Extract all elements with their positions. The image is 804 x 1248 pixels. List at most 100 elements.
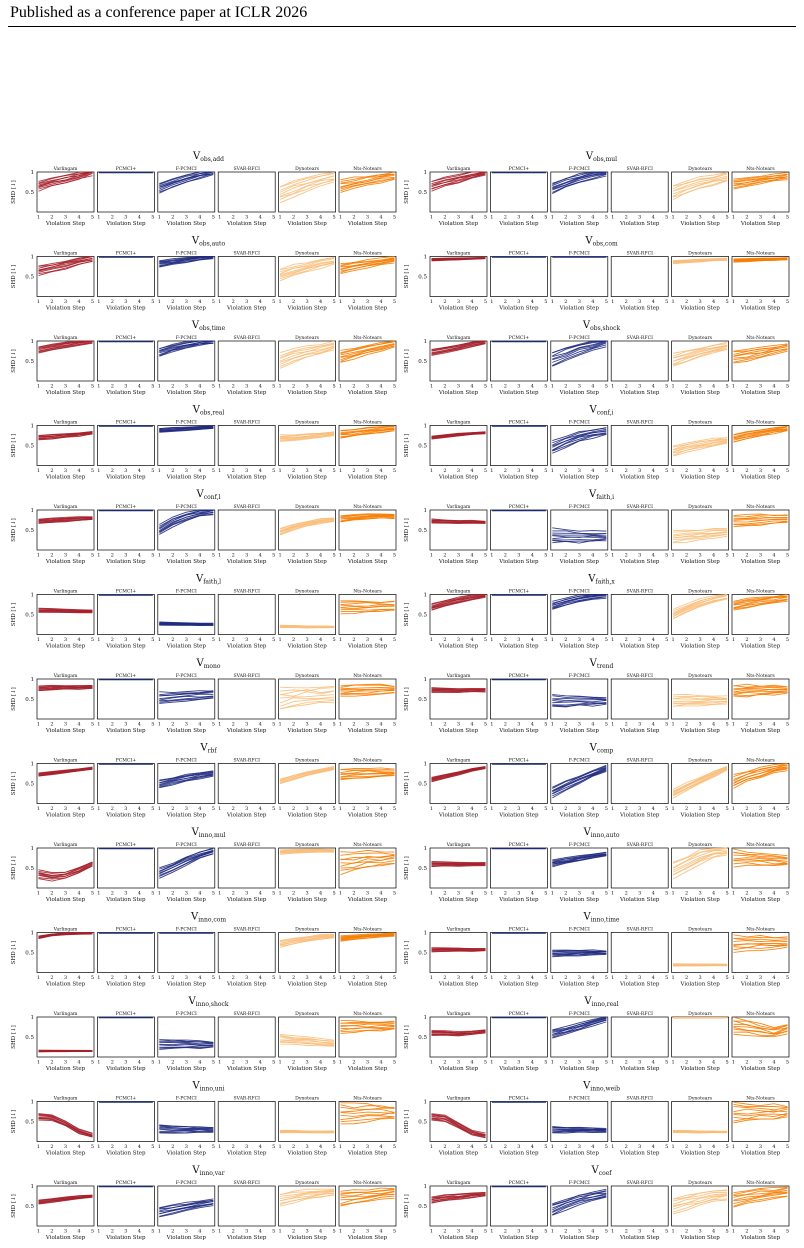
y-axis-label: SHD [↓]	[11, 434, 17, 458]
x-tick-label: 1	[430, 1229, 433, 1235]
x-tick-label: 4	[772, 806, 775, 812]
x-tick-label: 2	[745, 891, 748, 897]
series-line	[280, 690, 335, 697]
method-label: F-PCMCI	[569, 335, 590, 341]
x-tick-label: 3	[699, 806, 702, 812]
x-axis-label: Violation Step	[105, 221, 146, 227]
method-label: PCMCI+	[116, 166, 137, 172]
x-tick-label: 2	[443, 975, 446, 981]
x-tick-label: 4	[77, 806, 80, 812]
method-label: PCMCI+	[509, 589, 530, 595]
series-line	[340, 860, 395, 869]
x-axis-label: Violation Step	[740, 813, 781, 819]
x-tick-label: 2	[292, 1229, 295, 1235]
series-line	[280, 1190, 335, 1197]
series-line	[552, 702, 607, 707]
x-tick-label: 3	[578, 1229, 581, 1235]
series-line	[733, 946, 788, 953]
panel-frame	[157, 1016, 216, 1058]
x-tick-label: 2	[292, 299, 295, 305]
x-tick-label: 4	[772, 1229, 775, 1235]
series-line	[431, 171, 486, 185]
series-line	[159, 1043, 214, 1046]
series-line	[159, 425, 214, 430]
series-line	[159, 258, 214, 268]
method-label: Nts-Notears	[353, 673, 382, 679]
x-tick-label: 4	[138, 722, 141, 728]
x-tick-label: 4	[531, 1144, 534, 1150]
x-tick-label: 5	[333, 553, 336, 559]
x-tick-label: 2	[171, 384, 174, 390]
x-tick-label: 2	[564, 1144, 567, 1150]
method-label: Nts-Notears	[746, 335, 775, 341]
y-tick-label: 0.5	[418, 697, 427, 703]
x-axis-label: Violation Step	[498, 1151, 539, 1157]
x-tick-label: 5	[726, 806, 729, 812]
x-axis-label: Violation Step	[559, 390, 600, 396]
x-tick-label: 1	[611, 722, 614, 728]
series-line	[159, 851, 214, 876]
series-line	[733, 179, 788, 190]
series-line	[431, 431, 486, 437]
panel-frame	[671, 678, 729, 720]
x-axis-label: Violation Step	[740, 221, 781, 227]
x-tick-label: 1	[218, 215, 221, 221]
series-line	[279, 260, 335, 276]
x-tick-label: 3	[366, 1060, 369, 1066]
series-line	[159, 172, 214, 193]
x-tick-label: 2	[111, 468, 114, 474]
series-line	[672, 850, 728, 871]
series-line	[340, 854, 395, 861]
method-label: F-PCMCI	[569, 1011, 590, 1017]
x-tick-label: 1	[158, 553, 161, 559]
x-tick-label: 4	[319, 722, 322, 728]
panel-frame	[36, 847, 95, 889]
series-line	[672, 177, 728, 192]
x-tick-label: 4	[379, 1060, 382, 1066]
x-tick-label: 1	[218, 1229, 221, 1235]
series-line	[279, 257, 335, 270]
x-tick-label: 1	[339, 722, 342, 728]
x-tick-label: 5	[393, 1229, 396, 1235]
x-tick-label: 5	[484, 806, 487, 812]
series-line	[340, 863, 395, 876]
x-tick-label: 2	[171, 722, 174, 728]
x-tick-label: 4	[259, 299, 262, 305]
series-line	[279, 345, 335, 363]
x-tick-label: 3	[306, 891, 309, 897]
panel-frame	[157, 256, 216, 297]
x-tick-label: 5	[151, 1229, 154, 1235]
x-tick-label: 3	[366, 806, 369, 812]
x-tick-label: 1	[611, 806, 614, 812]
series-line	[38, 863, 93, 878]
method-label: Nts-Notears	[746, 842, 775, 848]
x-tick-label: 4	[772, 553, 775, 559]
x-axis-label: Violation Step	[226, 813, 267, 819]
series-line	[673, 533, 728, 543]
y-tick-label: 1	[424, 1015, 428, 1021]
method-label: PCMCI+	[116, 842, 137, 848]
y-tick-label: 1	[424, 1184, 428, 1190]
x-tick-label: 4	[77, 722, 80, 728]
panel-frame	[610, 256, 669, 297]
x-axis-label: Violation Step	[498, 390, 539, 396]
method-label: Nts-Notears	[746, 758, 775, 764]
x-tick-label: 2	[171, 1144, 174, 1150]
series-line	[552, 342, 607, 363]
x-axis-label: Violation Step	[498, 982, 539, 988]
panel-frame	[550, 340, 609, 382]
y-tick-label: 0.5	[418, 1204, 427, 1210]
method-label: PCMCI+	[116, 420, 137, 426]
x-tick-label: 3	[517, 891, 520, 897]
x-tick-label: 2	[292, 553, 295, 559]
